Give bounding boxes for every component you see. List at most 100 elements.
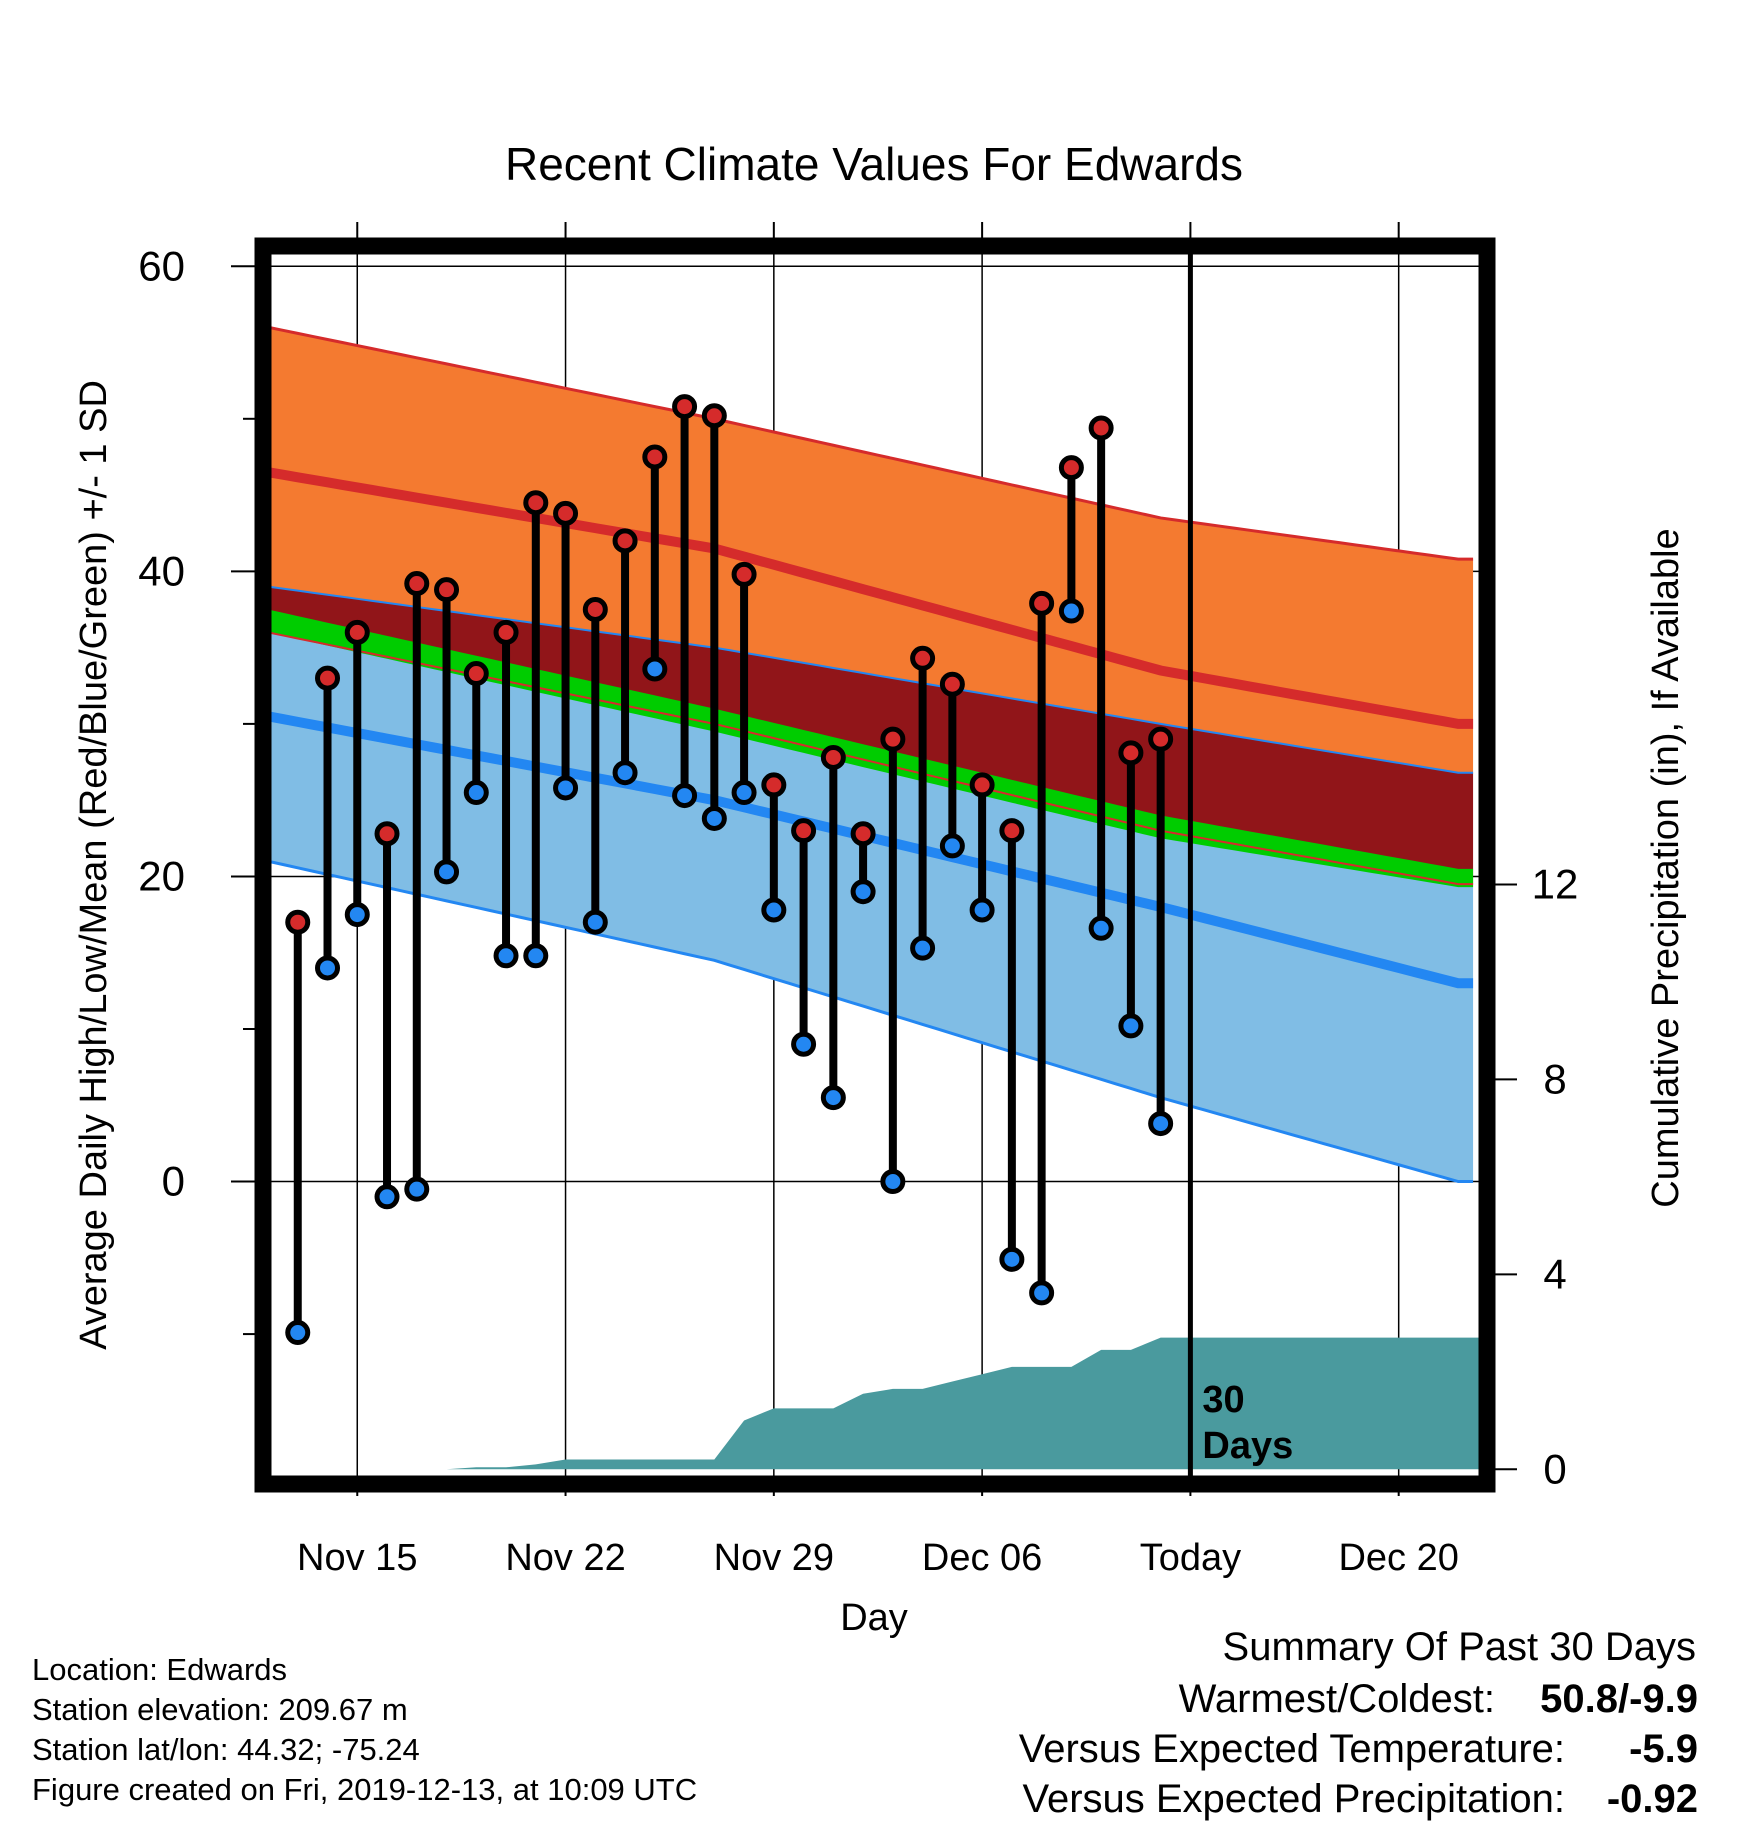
x-tick-label: Dec 20 (1338, 1537, 1458, 1579)
low-point (463, 780, 489, 806)
x-tick-label: Nov 29 (714, 1537, 834, 1579)
low-point (820, 1085, 846, 1111)
station-info: Location: Edwards Station elevation: 209… (32, 1652, 697, 1807)
high-point (731, 561, 757, 587)
high-point (791, 818, 817, 844)
today-label-line: Days (1202, 1425, 1293, 1467)
low-point (701, 805, 727, 831)
high-point (910, 645, 936, 671)
low-point (612, 760, 638, 786)
y2-tick-label: 0 (1543, 1445, 1566, 1492)
precipitation-area (446, 1337, 1482, 1470)
y-tick-label: 60 (138, 242, 185, 289)
low-point (404, 1176, 430, 1202)
latlon-text: Station lat/lon: 44.32; -75.24 (32, 1732, 420, 1767)
low-point (910, 935, 936, 961)
high-lower-line (268, 585, 1474, 774)
low-point (761, 897, 787, 923)
high-point (344, 619, 370, 645)
elevation-text: Station elevation: 209.67 m (32, 1692, 408, 1727)
high-point (761, 772, 787, 798)
high-point (999, 818, 1025, 844)
high-point (939, 671, 965, 697)
y-tick-label: 20 (138, 852, 185, 899)
high-point (582, 596, 608, 622)
high-point (404, 571, 430, 597)
low-point (553, 775, 579, 801)
daily-series (285, 394, 1174, 1346)
low-point (642, 656, 668, 682)
high-point (969, 772, 995, 798)
low-point (672, 783, 698, 809)
summary-panel: Summary Of Past 30 Days Warmest/Coldest:… (1019, 1625, 1698, 1821)
created-text: Figure created on Fri, 2019-12-13, at 10… (32, 1772, 697, 1807)
low-point (731, 780, 757, 806)
high-point (523, 490, 549, 516)
low-point (1118, 1013, 1144, 1039)
high-point (315, 665, 341, 691)
low-point (434, 859, 460, 885)
low-point (1029, 1280, 1055, 1306)
x-tick-label: Nov 22 (505, 1537, 625, 1579)
low-point (374, 1184, 400, 1210)
temp-vs-expected-label: Versus Expected Temperature: (1019, 1727, 1565, 1771)
low-point (1058, 598, 1084, 624)
today-label-line: 30 (1202, 1379, 1244, 1421)
today-days-label: 30 Days (1202, 1379, 1293, 1467)
axes: Nov 15 Nov 22 Nov 29 Dec 06 Today Dec 20 0 20 40… (138, 222, 1578, 1579)
plot-frame (254, 237, 1496, 1493)
y-tick-label: 40 (138, 547, 185, 594)
y-tick-label: 0 (162, 1158, 185, 1205)
x-tick-label: Today (1140, 1537, 1241, 1579)
low-point (582, 909, 608, 935)
plot-area (268, 251, 1482, 1479)
low-point (999, 1246, 1025, 1272)
high-point (1148, 726, 1174, 752)
high-point (374, 821, 400, 847)
x-axis-label: Day (840, 1597, 908, 1639)
high-upper-line (268, 325, 1474, 561)
x-tick-label: Nov 15 (297, 1537, 417, 1579)
y2-axis-label: Cumulative Precipitation (in), If Availa… (1645, 528, 1687, 1207)
high-point (1088, 415, 1114, 441)
low-point (939, 833, 965, 859)
high-point (1118, 740, 1144, 766)
high-point (434, 577, 460, 603)
location-text: Location: Edwards (32, 1652, 287, 1687)
high-point (285, 909, 311, 935)
low-point (285, 1320, 311, 1346)
precip-cumulative-area (446, 1337, 1482, 1470)
warmest-label: Warmest/Coldest: (1179, 1677, 1495, 1721)
high-point (493, 619, 519, 645)
high-point (1058, 455, 1084, 481)
high-point (701, 403, 727, 429)
low-point (493, 943, 519, 969)
high-point (1029, 590, 1055, 616)
low-point (969, 897, 995, 923)
high-point (672, 394, 698, 420)
low-point (791, 1031, 817, 1057)
chart-title: Recent Climate Values For Edwards (505, 138, 1243, 190)
low-point (315, 955, 341, 981)
normal-high-line (268, 467, 1474, 729)
y2-tick-label: 12 (1532, 860, 1579, 907)
y2-tick-label: 8 (1543, 1055, 1566, 1102)
high-point (880, 726, 906, 752)
low-point (523, 943, 549, 969)
summary-title: Summary Of Past 30 Days (1223, 1625, 1696, 1669)
precip-vs-expected-label: Versus Expected Precipitation: (1022, 1777, 1565, 1821)
high-point (820, 744, 846, 770)
low-point (1148, 1111, 1174, 1137)
precip-vs-expected-value: -0.92 (1607, 1777, 1698, 1821)
high-sd-band (268, 327, 1474, 773)
temp-vs-expected-value: -5.9 (1629, 1727, 1698, 1771)
high-point (642, 444, 668, 470)
high-point (612, 528, 638, 554)
high-point (463, 661, 489, 687)
high-point (553, 500, 579, 526)
low-point (344, 902, 370, 928)
y-axis-label: Average Daily High/Low/Mean (Red/Blue/Gr… (73, 380, 115, 1350)
low-point (1088, 915, 1114, 941)
x-tick-label: Dec 06 (922, 1537, 1042, 1579)
